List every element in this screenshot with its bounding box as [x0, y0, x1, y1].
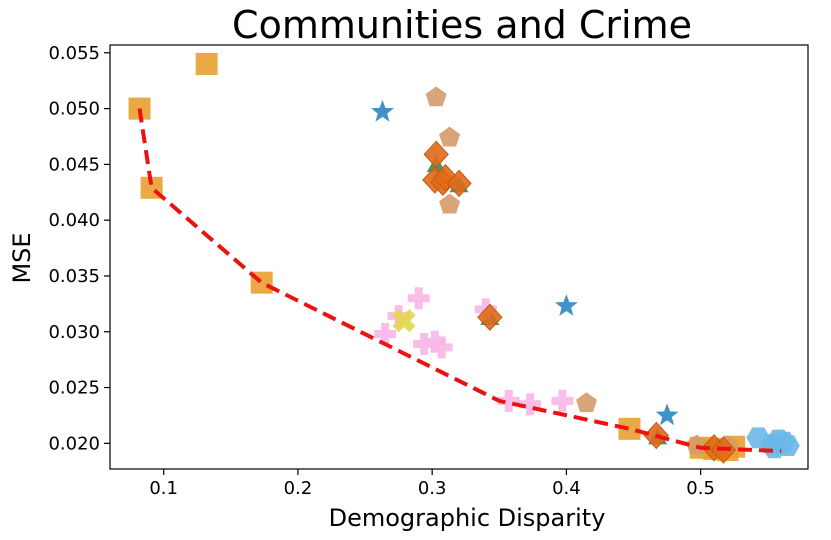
point-plus-5	[430, 336, 453, 359]
y-axis-title: MSE	[8, 232, 36, 283]
x-axis-title: Demographic Disparity	[329, 504, 606, 532]
frontier-layer	[137, 108, 782, 454]
point-pentagons-1	[439, 126, 461, 147]
point-pentagons-2	[439, 193, 461, 214]
point-plus-8	[519, 393, 542, 416]
point-stars-0	[371, 99, 394, 122]
y-tick-label: 0.025	[48, 378, 100, 399]
y-tick-label: 0.035	[48, 266, 100, 287]
point-plus-2	[407, 287, 430, 310]
point-plus-7	[497, 389, 520, 412]
y-tick-label: 0.045	[48, 154, 100, 175]
point-squares-4	[618, 417, 641, 440]
axes-layer: 0.1 0.2 0.3 0.4 0.5 0.020 0.025 0.030 0.035 0.040…	[48, 43, 809, 499]
x-tick-label: 0.2	[284, 478, 313, 499]
point-stars-2	[655, 403, 679, 426]
point-diamonds-4	[446, 169, 472, 198]
series-xs	[392, 308, 416, 333]
x-tick-label: 0.5	[686, 478, 715, 499]
point-diamonds-5	[477, 303, 503, 331]
point-pentagons-0	[425, 86, 447, 107]
point-pentagons-3	[576, 392, 597, 413]
series-layer	[128, 52, 800, 464]
chart-title: Communities and Crime	[232, 3, 692, 47]
y-tick-label: 0.020	[48, 433, 100, 454]
y-tick-label: 0.030	[48, 322, 100, 343]
series-diamonds	[422, 140, 737, 464]
point-xs-0-shape	[392, 308, 416, 333]
frontier-line	[137, 108, 782, 454]
point-plus-9	[551, 389, 574, 412]
point-diamonds-0	[423, 140, 449, 169]
y-tick-label: 0.055	[48, 43, 100, 64]
y-tick-label: 0.050	[48, 99, 100, 120]
y-tick-label: 0.040	[48, 210, 100, 231]
point-stars-1	[555, 294, 578, 316]
point-plus-4	[423, 330, 446, 353]
point-xs-0	[392, 308, 416, 333]
series-stars	[371, 99, 679, 426]
x-tick-label: 0.1	[149, 478, 178, 499]
plot-frame	[109, 44, 809, 470]
x-tick-label: 0.3	[418, 478, 447, 499]
point-squares-0	[195, 52, 218, 75]
point-plus-0	[374, 323, 397, 345]
x-tick-label: 0.4	[552, 478, 581, 499]
